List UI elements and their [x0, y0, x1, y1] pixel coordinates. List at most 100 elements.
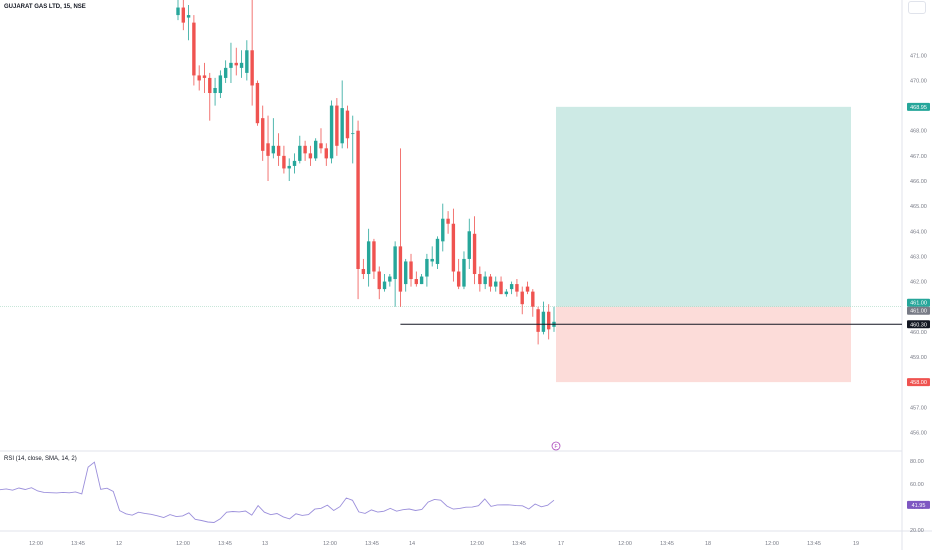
candle-down — [192, 22, 196, 76]
last-price-badge-bg — [907, 306, 930, 315]
candle-down — [356, 130, 360, 269]
candle-down — [303, 145, 307, 154]
price-tick-label: 471.00 — [910, 53, 927, 59]
candle-down — [181, 7, 185, 23]
candle-up — [298, 145, 302, 161]
candle-up — [223, 67, 228, 78]
candle-up — [441, 218, 445, 242]
price-tick-label: 467.00 — [910, 154, 927, 160]
candle-down — [451, 223, 456, 272]
candle-down — [478, 274, 482, 285]
candle-up — [218, 75, 223, 94]
candle-up — [366, 241, 371, 275]
price-tick-label: 463.00 — [910, 254, 927, 260]
time-tick-label: 12:00 — [470, 541, 484, 547]
candle-up — [239, 62, 244, 68]
time-tick-label: 12:00 — [29, 541, 43, 547]
price-tick-label: 457.00 — [910, 405, 927, 411]
time-tick-label: 12:00 — [618, 541, 632, 547]
time-tick-label: 12:00 — [176, 541, 190, 547]
time-tick-label: 13:45 — [71, 541, 85, 547]
candle-down — [208, 77, 212, 94]
candle-down — [345, 110, 350, 139]
candle-up — [186, 15, 191, 18]
candle-up — [430, 258, 434, 262]
candle-down — [547, 311, 551, 330]
candle-down — [255, 82, 260, 124]
candle-down — [446, 218, 450, 224]
time-tick-label: 18 — [705, 541, 711, 547]
candle-down — [472, 233, 477, 275]
candle-down — [456, 271, 461, 287]
chart-settings-button[interactable] — [908, 1, 926, 14]
candle-down — [414, 279, 419, 285]
candle-up — [245, 50, 249, 73]
candle-up — [292, 160, 297, 166]
candle-up — [504, 291, 509, 295]
price-tick-label: 462.00 — [910, 280, 927, 286]
candle-up — [404, 261, 408, 285]
candle-down — [377, 271, 381, 290]
candle-down — [499, 281, 503, 295]
event-marker-label: F — [554, 444, 557, 450]
candle-up — [340, 108, 344, 144]
candle-up — [229, 62, 233, 68]
rsi-value-badge-bg — [907, 500, 930, 509]
price-tick-label: 460.00 — [910, 330, 927, 336]
candle-down — [488, 276, 493, 287]
rsi-indicator-label[interactable]: RSI (14, close, SMA, 14, 2) — [4, 456, 77, 462]
price-tick-label: 466.00 — [910, 179, 927, 185]
candle-down — [324, 148, 328, 159]
candle-up — [541, 311, 546, 332]
entry-price-badge-bg — [907, 298, 930, 307]
candle-down — [520, 291, 524, 305]
candle-up — [176, 7, 180, 16]
candle-down — [250, 50, 254, 86]
candle-up — [435, 238, 440, 264]
current-price-badge-bg — [907, 320, 930, 329]
current-price-badge: 460.30 — [910, 322, 927, 328]
time-tick-label: 13:45 — [218, 541, 232, 547]
price-tick-label: 470.00 — [910, 78, 927, 84]
price-tick-label: 459.00 — [910, 355, 927, 361]
candle-down — [234, 62, 238, 66]
candle-up — [419, 276, 424, 285]
target-price-badge: 468.95 — [910, 105, 927, 111]
time-tick-label: 19 — [853, 541, 859, 547]
event-marker-icon — [551, 441, 561, 451]
rsi-tick-label: 80.00 — [910, 459, 924, 465]
candle-up — [382, 281, 387, 290]
candle-down — [515, 284, 519, 292]
time-tick-label: 12:00 — [323, 541, 337, 547]
rsi-tick-label: 60.00 — [910, 482, 924, 488]
price-tick-label: 468.00 — [910, 129, 927, 135]
candle-down — [308, 153, 313, 159]
candle-down — [361, 268, 366, 275]
candle-down — [525, 286, 530, 292]
rsi-line — [0, 461, 555, 523]
time-tick-label: 13:45 — [365, 541, 379, 547]
candle-down — [536, 309, 540, 332]
time-tick-label: 12 — [116, 541, 122, 547]
candle-up — [213, 87, 217, 94]
stop-price-badge-bg — [907, 378, 930, 387]
candle-down — [531, 291, 535, 307]
last-price-badge: 461.00 — [910, 309, 927, 315]
candle-up — [425, 258, 429, 277]
price-tick-label: 465.00 — [910, 204, 927, 210]
candle-down — [261, 118, 265, 151]
candle-up — [329, 105, 334, 159]
rsi-tick-label: 20.00 — [910, 528, 924, 534]
candle-up — [509, 284, 514, 290]
stop-price-badge: 458.00 — [910, 380, 927, 386]
candle-up — [271, 145, 276, 154]
price-tick-label: 464.00 — [910, 229, 927, 235]
time-tick-label: 13 — [262, 541, 268, 547]
candle-up — [483, 276, 487, 285]
candles-group — [176, 0, 556, 345]
time-tick-label: 13:45 — [512, 541, 526, 547]
symbol-title: GUJARAT GAS LTD, 15, NSE — [4, 4, 86, 10]
candle-up — [494, 281, 498, 287]
candle-up — [462, 258, 466, 287]
